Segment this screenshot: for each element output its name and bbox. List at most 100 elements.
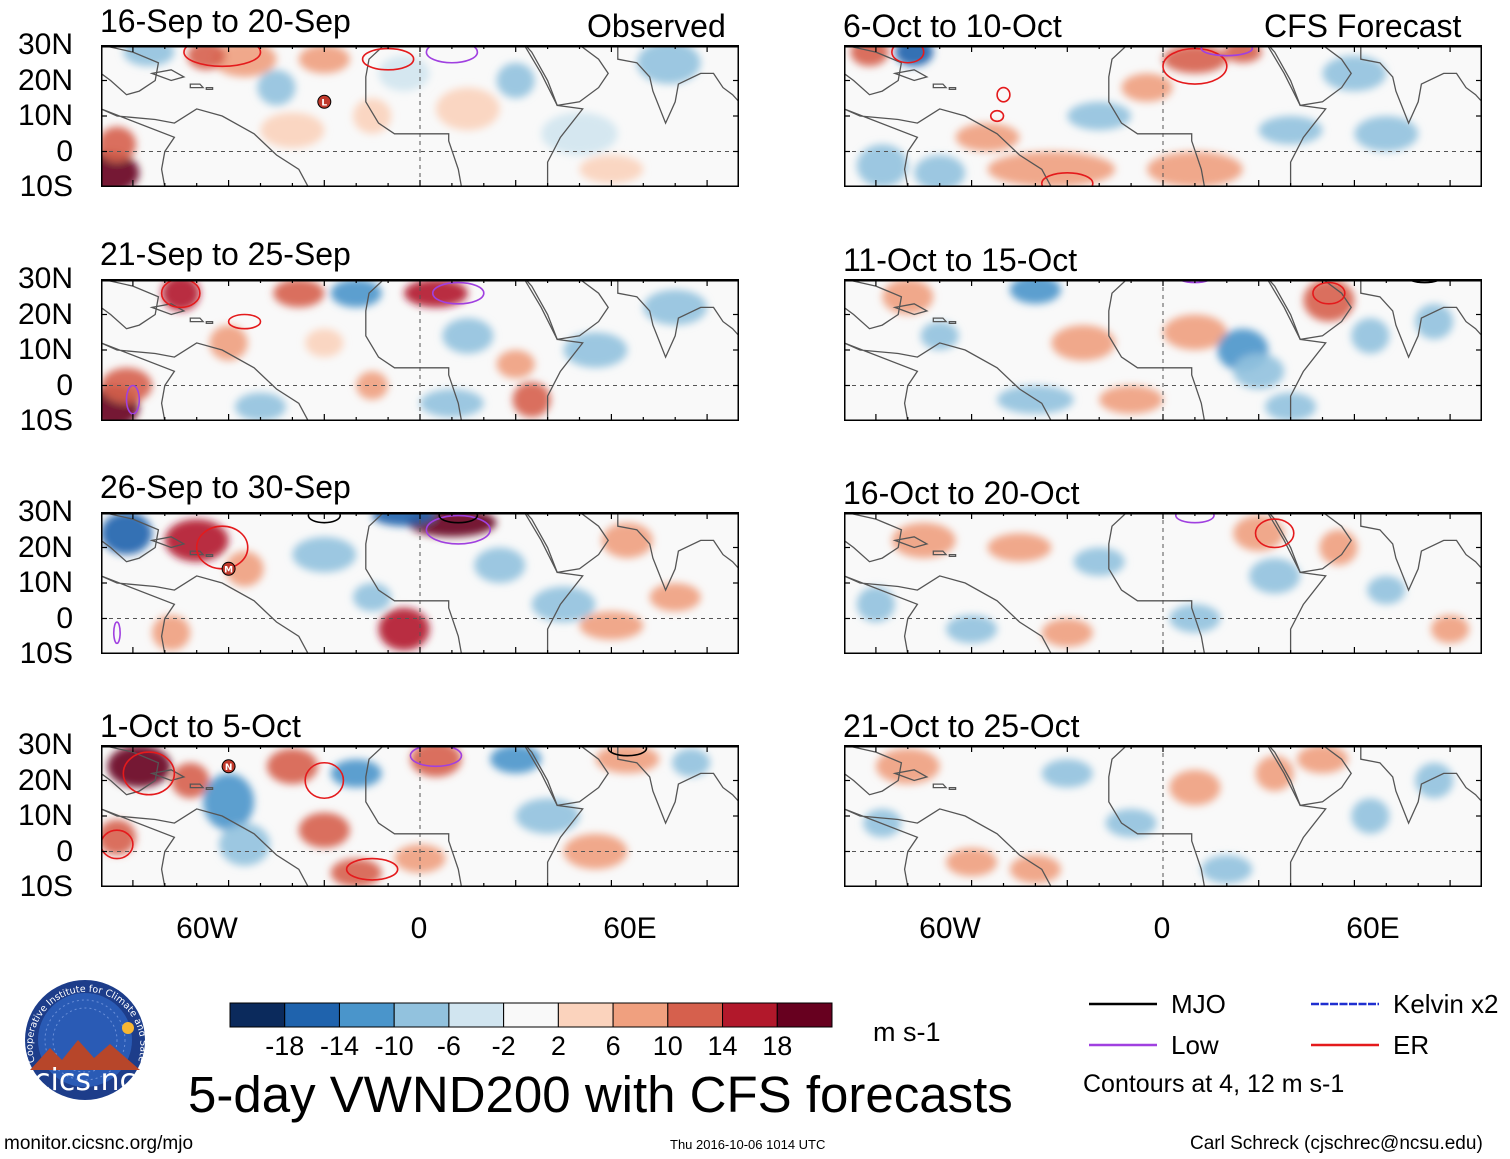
panel-title: 1-Oct to 5-Oct bbox=[100, 708, 301, 744]
contour-levels-note: Contours at 4, 12 m s-1 bbox=[1083, 1070, 1345, 1098]
storm-label: M bbox=[224, 565, 233, 575]
colorbar-tick-label: 14 bbox=[707, 1031, 738, 1061]
anomaly-patch bbox=[1351, 798, 1390, 834]
wave-contour bbox=[891, 45, 925, 64]
website-link[interactable]: monitor.cicsnc.org/mjo bbox=[4, 1133, 194, 1154]
colorbar-units: m s-1 bbox=[873, 1017, 941, 1047]
timestamp: Thu 2016-10-06 1014 UTC bbox=[670, 1137, 826, 1152]
anomaly-patch bbox=[266, 748, 318, 785]
logo-text: cics.nc bbox=[34, 1063, 136, 1098]
coastline bbox=[365, 745, 584, 887]
colorbar-tick-label: -14 bbox=[319, 1031, 359, 1061]
anomaly-patch bbox=[850, 45, 889, 67]
chart-title: 5-day VWND200 with CFS forecasts bbox=[188, 1066, 1013, 1123]
coastline bbox=[1108, 279, 1327, 421]
anomaly-patch bbox=[1258, 116, 1323, 145]
anomaly-patch bbox=[579, 611, 644, 640]
wave-contours bbox=[1174, 512, 1295, 549]
anomaly-patch bbox=[1041, 618, 1093, 647]
coastline bbox=[844, 512, 903, 563]
wave-contour bbox=[112, 621, 121, 645]
anomaly-patch bbox=[496, 62, 535, 99]
axis-ticks bbox=[844, 745, 1482, 887]
colorbar-swatch bbox=[667, 1002, 724, 1028]
colorbar-tick-label: -10 bbox=[374, 1031, 414, 1061]
wave-contour bbox=[1174, 512, 1215, 524]
anomaly-patch bbox=[891, 522, 956, 559]
coastline bbox=[1108, 512, 1327, 654]
anomaly-patch bbox=[101, 126, 137, 163]
coastlines bbox=[101, 279, 739, 421]
anomaly-patch bbox=[882, 279, 934, 315]
anomaly-patch bbox=[435, 87, 500, 131]
colorbar-swatch bbox=[448, 1002, 505, 1028]
colorbar-tick-label: -18 bbox=[265, 1031, 305, 1061]
coastlines bbox=[844, 745, 1482, 887]
anomaly-patch bbox=[955, 123, 1020, 152]
legend-label-kelvin: Kelvin x2 bbox=[1393, 989, 1499, 1019]
coastline bbox=[1360, 45, 1482, 125]
colorbar-tick-label: 10 bbox=[652, 1031, 683, 1061]
y-tick-label: 30N bbox=[17, 262, 73, 295]
colorbar-swatch bbox=[338, 1002, 395, 1028]
panel-title: 21-Oct to 25-Oct bbox=[843, 708, 1080, 744]
coastline bbox=[844, 808, 1053, 887]
coastline bbox=[844, 342, 1053, 421]
colorbar bbox=[229, 1002, 833, 1028]
coastline bbox=[524, 512, 609, 574]
y-tick-label: 20N bbox=[17, 530, 73, 564]
coastline bbox=[101, 45, 160, 96]
author-credit: Carl Schreck (cjschrec@ncsu.edu) bbox=[1190, 1133, 1483, 1154]
wave-contour bbox=[425, 45, 479, 64]
anomaly-patch bbox=[474, 547, 526, 583]
coastline bbox=[892, 536, 957, 558]
x-tick-label: 0 bbox=[1153, 912, 1171, 945]
coastline bbox=[365, 279, 584, 421]
anomaly-field bbox=[856, 515, 1470, 647]
map-panel-16oct-20oct bbox=[844, 512, 1482, 654]
anomaly-patch bbox=[563, 332, 628, 368]
legend-label-er: ER bbox=[1393, 1030, 1430, 1060]
coastlines bbox=[844, 45, 1482, 187]
legend-line-mjo bbox=[1089, 1002, 1157, 1006]
anomaly-patch bbox=[1105, 808, 1157, 838]
anomaly-patch bbox=[987, 533, 1052, 562]
x-tick-label: 60E bbox=[603, 912, 657, 945]
coastline bbox=[892, 769, 957, 791]
coastlines bbox=[844, 279, 1482, 421]
anomaly-patch bbox=[563, 833, 628, 870]
coastline bbox=[844, 279, 903, 330]
coastline bbox=[1267, 279, 1352, 341]
anomaly-patch bbox=[260, 112, 325, 148]
anomaly-patch bbox=[330, 858, 382, 887]
coastline bbox=[892, 303, 957, 325]
x-tick-label: 60E bbox=[1346, 912, 1400, 945]
map-panel-26sep-30sep: M bbox=[101, 512, 739, 654]
anomaly-patch bbox=[914, 155, 966, 187]
anomaly-patch bbox=[1009, 279, 1061, 304]
y-tick-label: 10N bbox=[17, 333, 73, 366]
anomaly-patch bbox=[353, 583, 392, 612]
axis-ticks bbox=[101, 745, 739, 887]
legend-line-er bbox=[1311, 1043, 1379, 1047]
colorbar-swatch bbox=[284, 1002, 340, 1028]
anomaly-patch bbox=[672, 748, 711, 777]
colorbar-tick-label: 6 bbox=[605, 1031, 621, 1061]
wave-contour bbox=[1200, 45, 1254, 57]
anomaly-patch bbox=[1041, 759, 1093, 788]
coastline bbox=[844, 575, 1053, 654]
anomaly-patch bbox=[512, 381, 551, 418]
y-tick-label: 10S bbox=[19, 170, 73, 203]
anomaly-patch bbox=[946, 847, 998, 877]
anomaly-patch bbox=[1319, 529, 1358, 566]
anomaly-patch bbox=[1163, 45, 1227, 74]
map-panel-21oct-25oct bbox=[844, 745, 1482, 887]
anomaly-patch bbox=[1163, 314, 1227, 350]
map-panel-1oct-5oct: N bbox=[101, 745, 739, 887]
wave-contour bbox=[160, 279, 201, 309]
coastline bbox=[1360, 512, 1482, 592]
anomaly-patch bbox=[541, 112, 618, 156]
anomaly-patch bbox=[1067, 101, 1132, 131]
coastline bbox=[149, 769, 214, 791]
axis-ticks bbox=[844, 512, 1482, 654]
